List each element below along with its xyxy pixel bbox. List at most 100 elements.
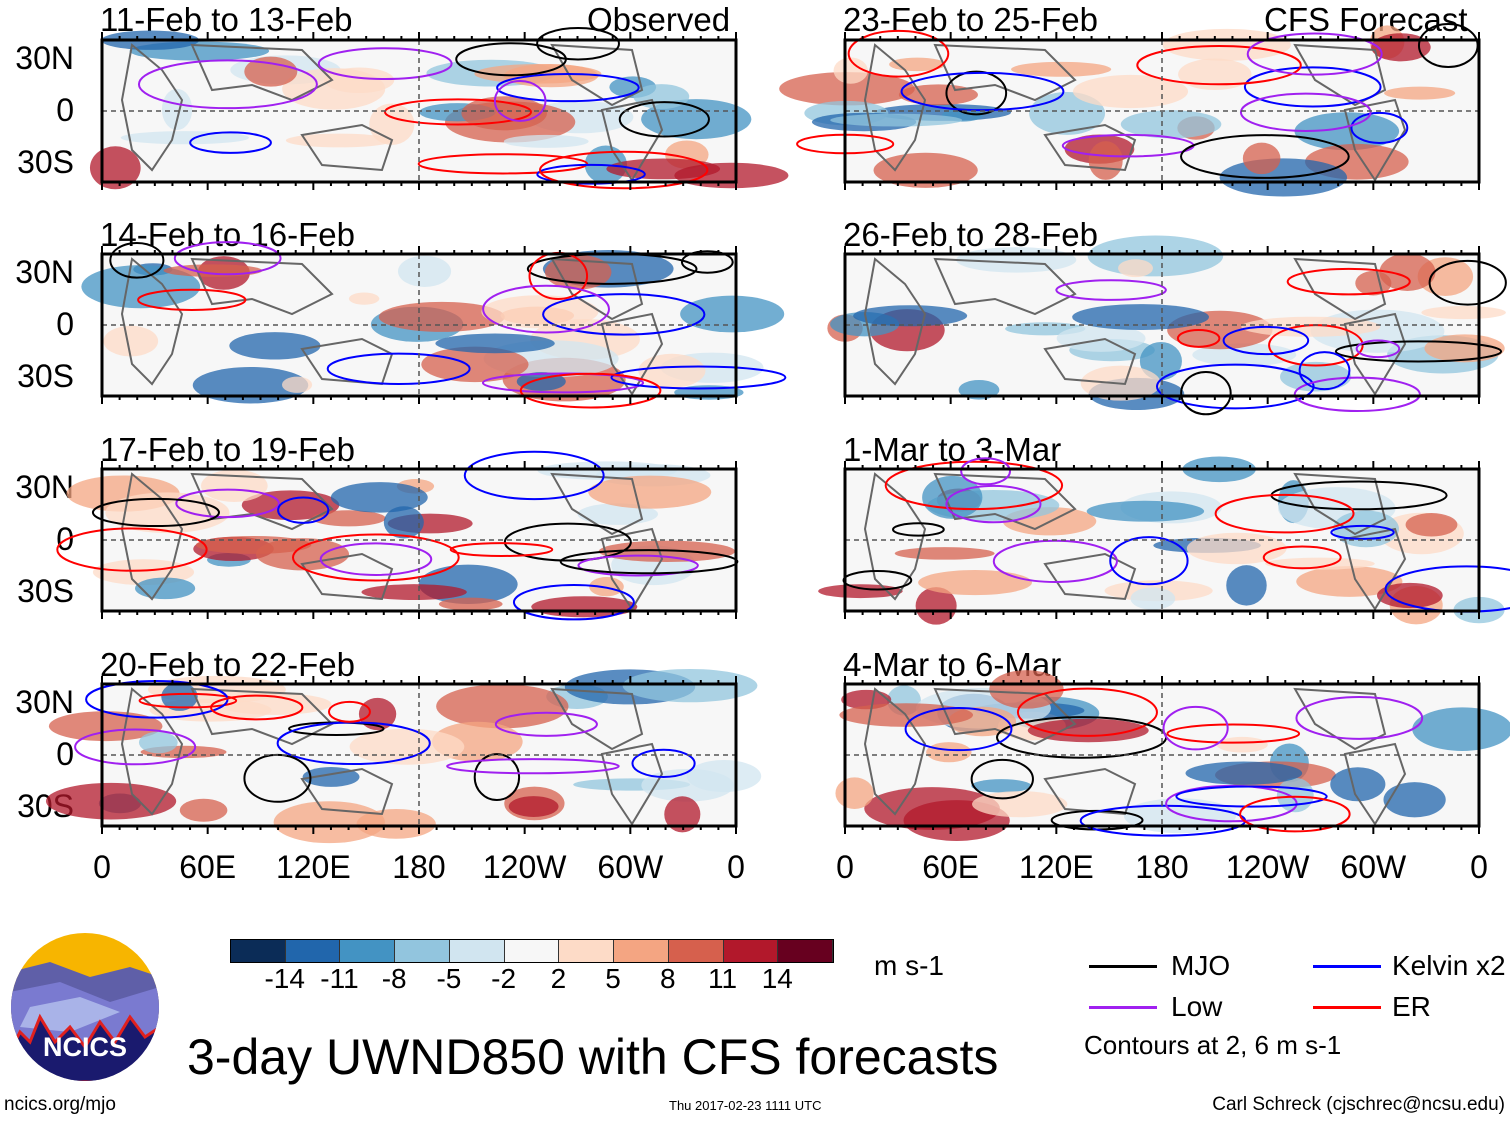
wave-contour: [1180, 134, 1350, 179]
wind-anomaly-blob: [641, 99, 752, 140]
wave-contour: [1239, 92, 1372, 132]
coastline-north-america: [550, 687, 644, 751]
legend-line-mjo: [1089, 965, 1157, 968]
colorbar-swatch: [395, 940, 450, 962]
latitude-label: 30N: [15, 40, 74, 76]
wind-anomaly-blob: [421, 346, 529, 383]
panel-title: 17-Feb to 19-Feb: [100, 431, 355, 468]
coastline-south-america: [1343, 527, 1407, 611]
wave-contour: [277, 496, 330, 524]
wave-contour: [631, 748, 696, 778]
wave-contour: [481, 372, 645, 394]
coastline-north-america: [550, 472, 644, 536]
panel-title: 23-Feb to 25-Feb: [843, 1, 1098, 38]
wind-anomaly-blob: [179, 798, 228, 822]
wind-anomaly-blob: [348, 292, 380, 305]
wind-anomaly-blob: [1241, 316, 1381, 337]
coastline-australia: [300, 123, 394, 172]
wave-contour: [482, 284, 610, 334]
latitude-label: 30N: [15, 469, 74, 505]
wave-contour: [449, 542, 554, 557]
coastline-south-america: [600, 98, 664, 182]
latitude-label: 0: [56, 306, 74, 342]
longitude-label: 120E: [1018, 849, 1094, 885]
colorbar-swatch: [723, 940, 779, 962]
wave-contour: [56, 527, 208, 572]
wind-anomaly-blob: [161, 88, 193, 131]
wind-anomaly-blob: [1185, 761, 1303, 785]
latitude-label: 30S: [17, 358, 74, 394]
wave-contour: [317, 47, 453, 80]
wave-contour: [494, 711, 598, 737]
longitude-label: 0: [727, 849, 745, 885]
longitude-label: 60E: [922, 849, 980, 885]
panel-title: 14-Feb to 16-Feb: [100, 216, 355, 253]
wind-anomaly-blob: [361, 584, 467, 601]
wind-anomaly-blob: [588, 475, 712, 509]
wind-anomaly-blob: [1186, 532, 1287, 565]
wave-contour: [173, 241, 282, 276]
colorbar-tick-label: -2: [491, 963, 517, 994]
wind-anomaly-blob: [508, 796, 559, 817]
wind-anomaly-blob: [120, 131, 250, 145]
wind-anomaly-blob: [1120, 110, 1222, 139]
wave-contour: [1136, 45, 1302, 86]
colorbar-tick-label: 14: [761, 963, 793, 994]
wave-contour: [1016, 687, 1158, 737]
wind-anomaly-blob: [461, 96, 547, 131]
wind-anomaly-blob: [1424, 334, 1505, 363]
wind-anomaly-blob: [989, 670, 1064, 709]
wind-anomaly-blob: [200, 469, 268, 502]
coastline-south-america: [1343, 742, 1407, 826]
coastline-australia: [1043, 123, 1137, 172]
wave-contour: [536, 163, 646, 185]
colorbar-swatch: [559, 940, 615, 962]
coastline-asia: [933, 472, 1077, 531]
site-link[interactable]: ncics.org/mjo: [4, 1094, 116, 1115]
latitude-label: 0: [56, 92, 74, 128]
wind-anomaly-blob: [1088, 141, 1123, 180]
wave-contour: [900, 71, 1065, 112]
wind-anomaly-blob: [833, 57, 868, 84]
colorbar-swatch: [449, 940, 505, 962]
wave-contour: [1295, 696, 1424, 740]
wind-anomaly-blob: [281, 376, 313, 393]
wind-anomaly-blob: [161, 682, 198, 711]
wind-anomaly-map: [56, 450, 739, 621]
wind-anomaly-map: [779, 23, 1481, 197]
wave-contour: [319, 542, 433, 576]
longitude-label: 60W: [597, 849, 664, 885]
coastline-africa: [120, 687, 184, 816]
wave-contour: [960, 457, 1012, 486]
wind-anomaly-blob: [894, 547, 995, 560]
wind-anomaly-map: [835, 670, 1510, 841]
wind-anomaly-blob: [1383, 782, 1446, 818]
wave-contour: [463, 450, 605, 501]
longitude-label: 120E: [275, 849, 351, 885]
colorbar-tick-label: 2: [550, 963, 567, 994]
latitude-label: 30N: [15, 684, 74, 720]
wind-anomaly-blob: [436, 684, 569, 729]
wave-contour: [512, 584, 635, 621]
wave-contour: [91, 497, 220, 528]
wind-anomaly-blob: [244, 56, 298, 87]
wave-contour: [1298, 351, 1351, 391]
wave-contour: [1176, 328, 1221, 348]
wind-anomaly-blob: [971, 779, 1032, 793]
longitude-label: 0: [93, 849, 111, 885]
latitude-label: 30S: [17, 144, 74, 180]
wave-contour: [1334, 340, 1503, 363]
latitude-label: 0: [56, 736, 74, 772]
latitude-label: 30S: [17, 573, 74, 609]
wind-anomaly-blob: [324, 67, 395, 94]
wind-anomaly-blob: [1421, 305, 1506, 320]
coastline-north-america: [1293, 257, 1387, 321]
colorbar-swatch: [231, 940, 286, 962]
wave-contour: [610, 365, 787, 390]
wave-contour: [892, 522, 945, 537]
wind-anomaly-blob: [638, 353, 706, 388]
wave-contour: [1355, 339, 1401, 359]
panel-title: 26-Feb to 28-Feb: [843, 216, 1098, 253]
wind-anomaly-blob: [853, 305, 968, 327]
logo-text: NCICS: [43, 1032, 127, 1062]
